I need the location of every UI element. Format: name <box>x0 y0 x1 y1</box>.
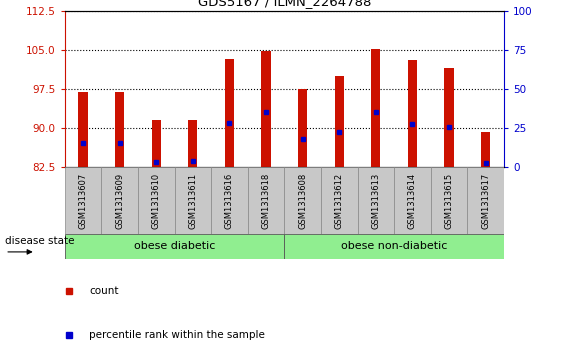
Text: GSM1313609: GSM1313609 <box>115 172 124 229</box>
Bar <box>175 167 211 234</box>
Bar <box>284 167 321 234</box>
Bar <box>371 49 381 167</box>
Bar <box>408 60 417 167</box>
Bar <box>248 167 284 234</box>
Bar <box>101 167 138 234</box>
Bar <box>65 167 101 234</box>
Bar <box>467 167 504 234</box>
Text: count: count <box>89 286 118 295</box>
Text: GSM1313607: GSM1313607 <box>79 172 87 229</box>
Bar <box>188 120 198 167</box>
Title: GDS5167 / ILMN_2264788: GDS5167 / ILMN_2264788 <box>198 0 371 8</box>
Text: obese non-diabetic: obese non-diabetic <box>341 241 447 252</box>
Bar <box>321 167 358 234</box>
Bar <box>444 68 454 167</box>
Bar <box>225 59 234 167</box>
Text: GSM1313616: GSM1313616 <box>225 172 234 229</box>
Bar <box>431 167 467 234</box>
Text: GSM1313614: GSM1313614 <box>408 172 417 229</box>
Bar <box>78 91 88 167</box>
Text: GSM1313618: GSM1313618 <box>262 172 270 229</box>
Bar <box>65 234 284 259</box>
Bar <box>151 120 161 167</box>
Bar <box>358 167 394 234</box>
Bar <box>261 52 271 167</box>
Bar <box>284 234 504 259</box>
Text: GSM1313612: GSM1313612 <box>335 172 343 229</box>
Bar <box>394 167 431 234</box>
Bar <box>138 167 175 234</box>
Bar <box>115 91 124 167</box>
Text: GSM1313617: GSM1313617 <box>481 172 490 229</box>
Text: obese diabetic: obese diabetic <box>134 241 215 252</box>
Text: GSM1313608: GSM1313608 <box>298 172 307 229</box>
Text: GSM1313610: GSM1313610 <box>152 172 160 229</box>
Bar <box>298 89 307 167</box>
Bar <box>481 132 490 167</box>
Text: percentile rank within the sample: percentile rank within the sample <box>89 330 265 340</box>
Text: GSM1313613: GSM1313613 <box>372 172 380 229</box>
Bar <box>211 167 248 234</box>
Text: GSM1313615: GSM1313615 <box>445 172 453 229</box>
Bar <box>334 76 344 167</box>
Text: GSM1313611: GSM1313611 <box>189 172 197 229</box>
Text: disease state: disease state <box>5 236 75 246</box>
